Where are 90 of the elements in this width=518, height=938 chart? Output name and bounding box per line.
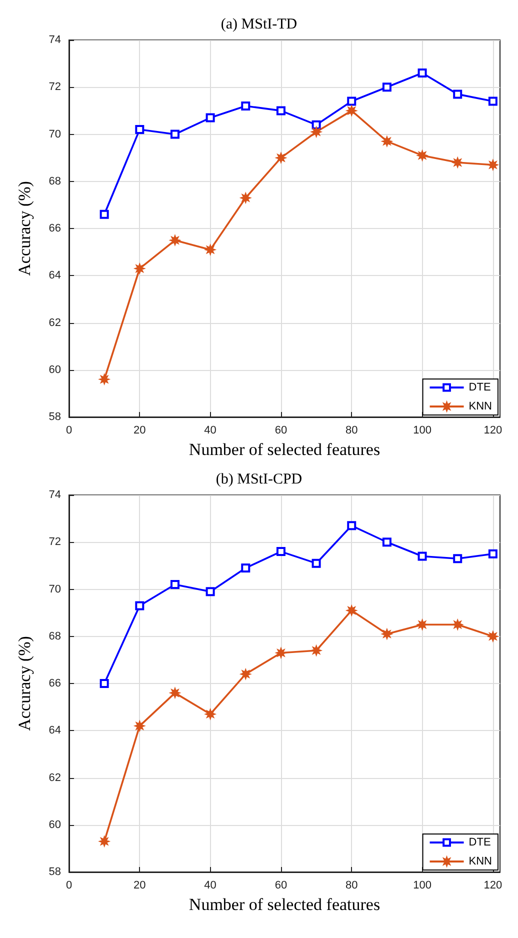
y-tick-label: 72: [48, 536, 61, 548]
point: [100, 210, 109, 219]
legend-label: DTE: [468, 382, 491, 394]
y-tick-label: 64: [48, 270, 61, 282]
point: [418, 552, 427, 561]
point: [276, 547, 286, 556]
point: [382, 538, 392, 547]
x-tick-label: 120: [484, 880, 502, 892]
x-tick-label: 40: [204, 424, 216, 436]
y-tick-label: 68: [48, 175, 61, 188]
point: [170, 580, 180, 590]
point: [206, 587, 215, 596]
point: [346, 106, 356, 116]
legend-label: KNN: [468, 400, 492, 412]
y-tick-label: 70: [48, 128, 61, 140]
point: [312, 127, 322, 137]
point: [170, 130, 180, 139]
point: [452, 620, 462, 630]
point: [241, 101, 250, 110]
x-axis-title: Number of selected features: [188, 440, 380, 459]
y-tick-label: 60: [48, 818, 61, 831]
point: [241, 564, 250, 573]
y-tick-label: 74: [48, 489, 61, 501]
point: [135, 601, 144, 610]
x-tick-label: 80: [346, 424, 358, 436]
point: [418, 620, 428, 630]
x-tick-label: 60: [274, 424, 288, 436]
point: [206, 113, 215, 122]
y-axis-title: Accuracy (%): [15, 636, 34, 731]
y-tick-label: 58: [48, 411, 61, 423]
x-tick-label: 20: [134, 880, 146, 892]
point: [382, 136, 392, 146]
x-tick-label: 100: [413, 880, 432, 892]
y-tick-label: 62: [48, 772, 61, 784]
chart-title: (b) MStI-CPD: [216, 472, 302, 488]
x-tick-label: 60: [274, 880, 288, 892]
point: [418, 150, 428, 160]
y-tick-label: 60: [48, 364, 61, 376]
point: [100, 374, 110, 384]
point: [100, 836, 110, 846]
y-tick-label: 62: [48, 316, 61, 329]
x-tick-label: 20: [134, 424, 146, 436]
y-tick-label: 64: [48, 724, 61, 737]
point: [382, 629, 392, 639]
point: [488, 96, 498, 106]
point: [312, 558, 321, 568]
y-tick-label: 66: [48, 678, 61, 690]
point: [135, 125, 144, 134]
y-tick-label: 74: [48, 34, 61, 46]
y-tick-label: 72: [48, 81, 61, 94]
x-tick-label: 120: [484, 424, 502, 436]
point: [346, 606, 356, 616]
x-axis-title: Number of selected features: [188, 895, 380, 914]
point: [453, 90, 462, 99]
point: [453, 554, 462, 564]
point: [276, 153, 286, 163]
y-tick-label: 66: [48, 222, 61, 234]
point: [382, 82, 392, 92]
point: [276, 106, 286, 116]
legend-label: DTE: [468, 836, 491, 848]
x-tick-label: 0: [66, 880, 72, 892]
point: [418, 68, 427, 78]
point: [347, 521, 356, 530]
y-tick-label: 70: [48, 583, 61, 596]
point: [276, 648, 286, 658]
point: [206, 709, 216, 719]
point: [488, 549, 498, 558]
point: [170, 236, 180, 246]
point: [312, 646, 322, 656]
x-tick-label: 40: [204, 880, 216, 892]
y-tick-label: 58: [48, 866, 61, 878]
x-tick-label: 100: [413, 424, 432, 436]
point: [100, 679, 109, 688]
legend-label: KNN: [468, 856, 492, 868]
point: [134, 721, 144, 731]
point: [312, 120, 321, 130]
x-tick-label: 0: [66, 424, 72, 436]
point: [134, 264, 144, 274]
y-axis-title: Accuracy (%): [15, 181, 34, 276]
x-tick-label: 80: [346, 880, 358, 892]
point: [240, 669, 250, 679]
chart-title: (a) MStI-TD: [220, 16, 298, 32]
point: [488, 160, 498, 170]
point: [170, 688, 180, 698]
y-tick-label: 68: [48, 630, 61, 642]
point: [240, 193, 250, 203]
point: [488, 632, 498, 642]
point: [347, 96, 356, 106]
point: [206, 244, 216, 254]
point: [452, 158, 462, 168]
